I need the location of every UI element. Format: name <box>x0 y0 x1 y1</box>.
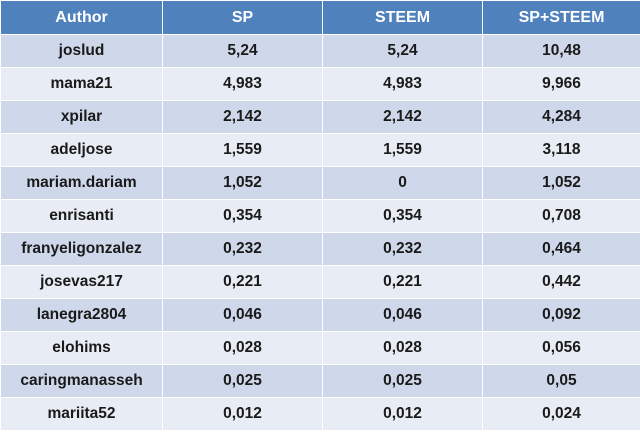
steem-cell: 0,028 <box>322 331 483 365</box>
sp-steem-cell: 3,118 <box>482 133 640 167</box>
steem-cell: 0,012 <box>322 397 483 431</box>
table-row: josevas217 0,221 0,221 0,442 <box>0 265 640 299</box>
sp-cell: 0,046 <box>162 298 323 332</box>
table-row: franyeligonzalez 0,232 0,232 0,464 <box>0 232 640 266</box>
sp-steem-cell: 0,05 <box>482 364 640 398</box>
table-body: joslud 5,24 5,24 10,48 mama21 4,983 4,983 9,966… <box>0 34 640 431</box>
table-row: lanegra2804 0,046 0,046 0,092 <box>0 298 640 332</box>
sp-cell: 0,232 <box>162 232 323 266</box>
sp-steem-cell: 1,052 <box>482 166 640 200</box>
sp-steem-cell: 10,48 <box>482 34 640 68</box>
author-cell: xpilar <box>0 100 163 134</box>
sp-cell: 2,142 <box>162 100 323 134</box>
sp-steem-cell: 4,284 <box>482 100 640 134</box>
steem-cell: 5,24 <box>322 34 483 68</box>
sp-cell: 0,028 <box>162 331 323 365</box>
author-cell: mama21 <box>0 67 163 101</box>
author-cell: franyeligonzalez <box>0 232 163 266</box>
column-header-steem: STEEM <box>322 0 483 35</box>
sp-cell: 4,983 <box>162 67 323 101</box>
table-row: adeljose 1,559 1,559 3,118 <box>0 133 640 167</box>
sp-steem-cell: 0,708 <box>482 199 640 233</box>
table-row: mariita52 0,012 0,012 0,024 <box>0 397 640 431</box>
author-cell: mariita52 <box>0 397 163 431</box>
column-header-sp: SP <box>162 0 323 35</box>
steem-cell: 0,232 <box>322 232 483 266</box>
table-row: xpilar 2,142 2,142 4,284 <box>0 100 640 134</box>
column-header-sp-steem: SP+STEEM <box>482 0 640 35</box>
sp-cell: 1,559 <box>162 133 323 167</box>
header-row: Author SP STEEM SP+STEEM <box>0 0 640 35</box>
steem-cell: 2,142 <box>322 100 483 134</box>
author-cell: elohims <box>0 331 163 365</box>
sp-cell: 5,24 <box>162 34 323 68</box>
sp-steem-cell: 0,442 <box>482 265 640 299</box>
steem-cell: 0,354 <box>322 199 483 233</box>
sp-cell: 1,052 <box>162 166 323 200</box>
author-cell: caringmanasseh <box>0 364 163 398</box>
table-row: joslud 5,24 5,24 10,48 <box>0 34 640 68</box>
author-cell: mariam.dariam <box>0 166 163 200</box>
sp-steem-cell: 0,056 <box>482 331 640 365</box>
sp-steem-cell: 0,092 <box>482 298 640 332</box>
author-cell: enrisanti <box>0 199 163 233</box>
author-cell: adeljose <box>0 133 163 167</box>
steem-cell: 1,559 <box>322 133 483 167</box>
sp-cell: 0,012 <box>162 397 323 431</box>
column-header-author: Author <box>0 0 163 35</box>
sp-cell: 0,221 <box>162 265 323 299</box>
steem-cell: 0,221 <box>322 265 483 299</box>
table-row: mama21 4,983 4,983 9,966 <box>0 67 640 101</box>
author-cell: josevas217 <box>0 265 163 299</box>
sp-cell: 0,025 <box>162 364 323 398</box>
sp-steem-cell: 0,464 <box>482 232 640 266</box>
sp-steem-cell: 0,024 <box>482 397 640 431</box>
table-row: caringmanasseh 0,025 0,025 0,05 <box>0 364 640 398</box>
table-row: elohims 0,028 0,028 0,056 <box>0 331 640 365</box>
author-cell: joslud <box>0 34 163 68</box>
steem-cell: 4,983 <box>322 67 483 101</box>
table-row: enrisanti 0,354 0,354 0,708 <box>0 199 640 233</box>
author-cell: lanegra2804 <box>0 298 163 332</box>
steem-cell: 0 <box>322 166 483 200</box>
sp-steem-cell: 9,966 <box>482 67 640 101</box>
steem-cell: 0,046 <box>322 298 483 332</box>
table-row: mariam.dariam 1,052 0 1,052 <box>0 166 640 200</box>
sp-cell: 0,354 <box>162 199 323 233</box>
steem-cell: 0,025 <box>322 364 483 398</box>
